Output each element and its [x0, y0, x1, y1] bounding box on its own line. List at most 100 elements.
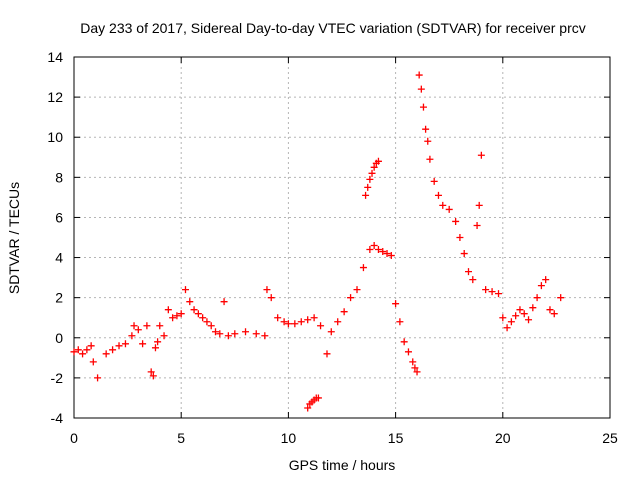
data-point [252, 330, 260, 338]
data-point [550, 310, 558, 318]
data-point [160, 332, 168, 340]
data-point [274, 314, 282, 322]
data-point [79, 350, 87, 358]
data-point [181, 286, 189, 294]
data-points [70, 71, 565, 412]
data-point [415, 71, 423, 79]
data-point [529, 304, 537, 312]
data-point [370, 163, 378, 171]
data-point [130, 322, 138, 330]
x-tick-label: 5 [177, 430, 185, 446]
data-point [477, 151, 485, 159]
data-point [512, 312, 520, 320]
data-point [439, 201, 447, 209]
data-point [460, 250, 468, 258]
data-point [280, 318, 288, 326]
y-tick-label: 4 [55, 250, 63, 266]
data-point [261, 332, 269, 340]
data-point [445, 205, 453, 213]
data-point [499, 314, 507, 322]
y-tick-label: 8 [55, 169, 63, 185]
data-point [327, 328, 335, 336]
x-tick-label: 15 [388, 430, 404, 446]
x-tick-labels: 0 5 10 15 20 25 [70, 430, 618, 446]
data-point [310, 314, 318, 322]
data-point [304, 404, 312, 412]
data-point [359, 264, 367, 272]
data-point [314, 394, 322, 402]
data-point [190, 306, 198, 314]
x-tick-label: 10 [281, 430, 297, 446]
plot-frame [73, 56, 611, 419]
y-tick-label: 12 [47, 89, 63, 105]
data-point [203, 318, 211, 326]
y-tick-label: 14 [47, 49, 63, 65]
data-point [87, 342, 95, 350]
x-tick-label: 25 [602, 430, 618, 446]
data-point [134, 326, 142, 334]
data-point [121, 340, 129, 348]
data-point [340, 308, 348, 316]
data-point [374, 246, 382, 254]
data-point [417, 85, 425, 93]
data-point [334, 318, 342, 326]
data-point [507, 318, 515, 326]
data-point [304, 316, 312, 324]
x-axis-label: GPS time / hours [289, 457, 396, 473]
data-point [115, 342, 123, 350]
data-point [364, 183, 372, 191]
data-point [94, 374, 102, 382]
data-point [242, 328, 250, 336]
data-point [347, 294, 355, 302]
data-point [177, 310, 185, 318]
data-point [323, 350, 331, 358]
data-point [212, 328, 220, 336]
data-point [267, 294, 275, 302]
y-tick-label: 6 [55, 209, 63, 225]
data-point [488, 288, 496, 296]
data-point [368, 169, 376, 177]
y-axis-label: SDTVAR / TECUs [6, 182, 22, 294]
data-point [387, 252, 395, 260]
data-point [353, 286, 361, 294]
data-point [164, 306, 172, 314]
data-point [464, 268, 472, 276]
data-point [231, 330, 239, 338]
data-point [537, 282, 545, 290]
data-point [557, 294, 565, 302]
data-point [366, 175, 374, 183]
data-point [482, 286, 490, 294]
data-point [149, 372, 157, 380]
data-point [396, 318, 404, 326]
data-point [216, 330, 224, 338]
data-point [317, 322, 325, 330]
x-tick-label: 0 [70, 430, 78, 446]
series-isolated-low [304, 394, 322, 412]
data-point [452, 217, 460, 225]
y-tick-label: -4 [51, 410, 64, 426]
y-tick-label: 2 [55, 290, 63, 306]
data-point [520, 310, 528, 318]
data-point [291, 320, 299, 328]
data-point [207, 322, 215, 330]
data-point [143, 322, 151, 330]
data-point [83, 346, 91, 354]
data-point [495, 290, 503, 298]
data-point [154, 338, 162, 346]
data-point [404, 348, 412, 356]
data-point [379, 248, 387, 256]
data-point [370, 242, 378, 250]
axis-ticks [73, 56, 611, 419]
data-point [102, 350, 110, 358]
y-tick-label: -2 [51, 370, 64, 386]
chart-title: Day 233 of 2017, Sidereal Day-to-day VTE… [80, 20, 586, 36]
data-point [400, 338, 408, 346]
data-point [89, 358, 97, 366]
data-point [392, 300, 400, 308]
data-point [409, 358, 417, 366]
data-point [297, 318, 305, 326]
data-point [426, 155, 434, 163]
data-point [128, 332, 136, 340]
data-point [109, 346, 117, 354]
